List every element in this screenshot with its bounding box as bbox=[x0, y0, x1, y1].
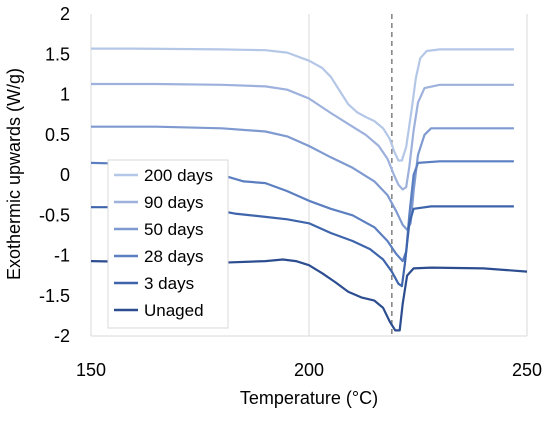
legend-label: 50 days bbox=[144, 220, 204, 239]
y-tick-label: 1.5 bbox=[45, 44, 70, 64]
x-axis-title: Temperature (°C) bbox=[240, 388, 378, 408]
legend-label: 90 days bbox=[144, 193, 204, 212]
tick-labels: 2 1.5 1 0.5 0 -0.5 -1 -1.5 -2 150 200 250 bbox=[39, 4, 542, 380]
series-line-90-days bbox=[91, 82, 514, 191]
y-tick-label: -0.5 bbox=[39, 205, 70, 225]
y-tick-label: 2 bbox=[60, 4, 70, 24]
series-line-unaged bbox=[90, 258, 528, 332]
series-line-3-days bbox=[91, 205, 514, 288]
series-line-200-days bbox=[91, 47, 514, 162]
y-tick-label: -1 bbox=[54, 246, 70, 266]
legend-label: 3 days bbox=[144, 274, 194, 293]
legend-label: 28 days bbox=[144, 247, 204, 266]
legend-label: 200 days bbox=[144, 166, 213, 185]
gridlines bbox=[90, 14, 528, 337]
series-line-28-days bbox=[90, 160, 514, 263]
y-tick-label: -2 bbox=[54, 326, 70, 346]
y-axis-title: Exothermic upwards (W/g) bbox=[4, 68, 24, 280]
y-tick-label: 1 bbox=[60, 85, 70, 105]
legend: 200 days 90 days 50 days 28 days 3 days Unage… bbox=[107, 159, 229, 329]
x-tick-label: 250 bbox=[512, 360, 542, 380]
y-tick-label: -1.5 bbox=[39, 286, 70, 306]
x-tick-label: 200 bbox=[294, 360, 324, 380]
legend-box bbox=[107, 159, 229, 329]
series-lines bbox=[90, 47, 528, 332]
y-tick-label: 0 bbox=[60, 165, 70, 185]
x-tick-label: 150 bbox=[76, 360, 106, 380]
y-tick-label: 0.5 bbox=[45, 125, 70, 145]
legend-label: Unaged bbox=[144, 301, 204, 320]
series-line-50-days bbox=[91, 125, 514, 231]
